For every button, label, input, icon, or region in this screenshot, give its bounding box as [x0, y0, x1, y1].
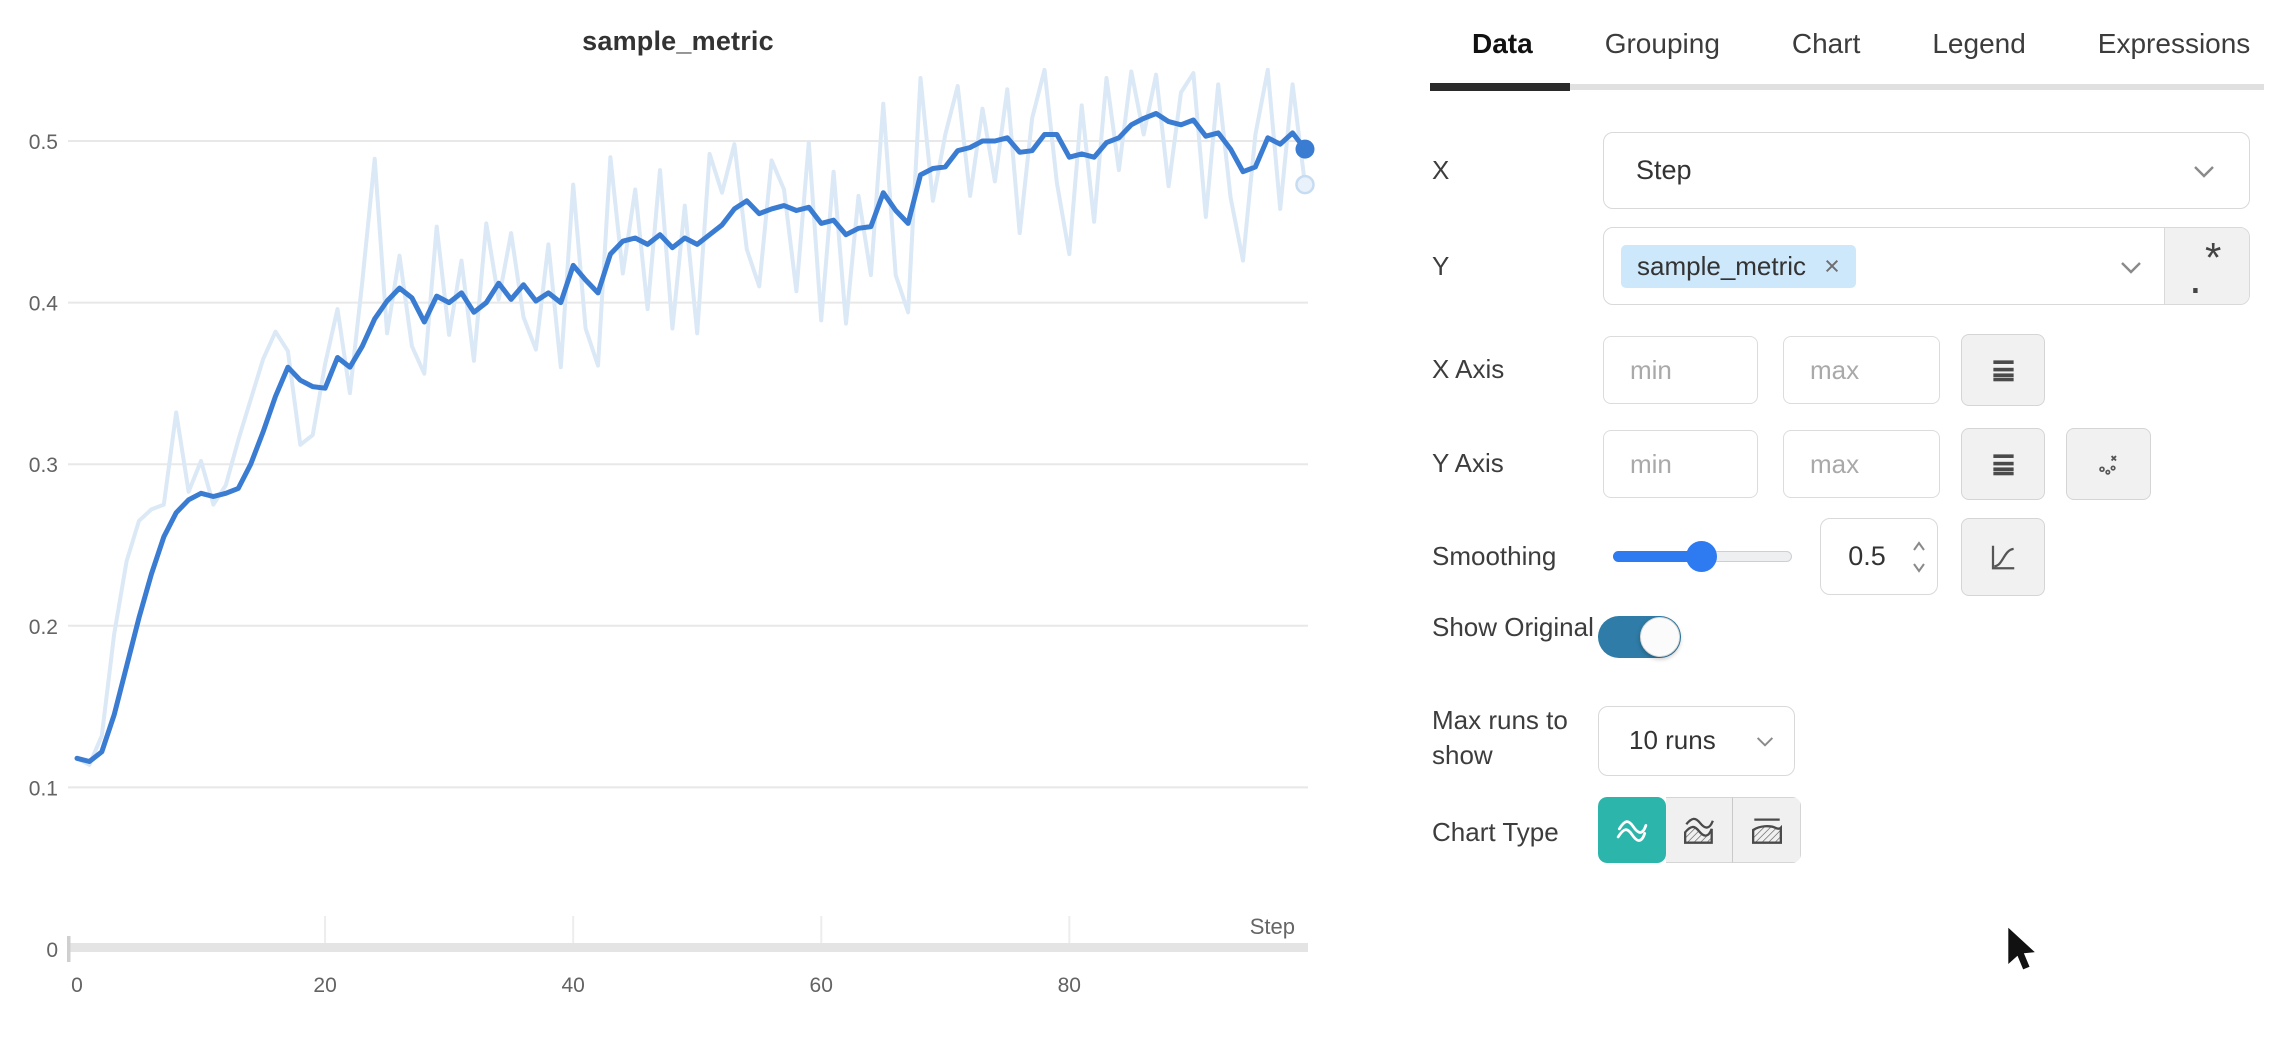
- chart-type-minmax-button[interactable]: [1733, 797, 1801, 863]
- x-metric-select[interactable]: Step: [1603, 132, 2250, 209]
- active-tab-indicator: [1430, 83, 1570, 91]
- toggle-knob: [1640, 617, 1680, 657]
- tab-chart[interactable]: Chart: [1791, 28, 1861, 59]
- y-axis-min-input[interactable]: [1603, 430, 1758, 498]
- log-scale-icon: [1992, 453, 2014, 475]
- y-metric-multiselect[interactable]: sample_metric × . *: [1603, 227, 2250, 305]
- svg-text:0.4: 0.4: [29, 293, 59, 316]
- y-axis-row-label: Y Axis: [1432, 448, 1504, 478]
- x-metric-selected-value: Step: [1636, 155, 1692, 185]
- show-original-toggle[interactable]: [1598, 616, 1681, 658]
- number-spinner-icon[interactable]: [1911, 536, 1927, 578]
- chart-type-line-button[interactable]: [1598, 797, 1666, 863]
- chevron-down-icon: [2194, 166, 2214, 178]
- x-axis-min-input[interactable]: [1603, 336, 1758, 404]
- y-metric-tag[interactable]: sample_metric ×: [1621, 245, 1856, 288]
- chart-type-segmented-control: [1598, 797, 1801, 863]
- smoothing-slider-fill: [1613, 551, 1709, 562]
- chart-title: sample_metric: [582, 26, 774, 56]
- chart-type-row-label: Chart Type: [1432, 817, 1559, 847]
- smoothing-value-input[interactable]: [1821, 519, 1913, 593]
- chart-type-area-button[interactable]: [1665, 797, 1734, 863]
- ignore-outliers-button[interactable]: [2066, 428, 2151, 500]
- x-axis-max-input[interactable]: [1783, 336, 1940, 404]
- log-scale-icon: [1992, 359, 2014, 381]
- panel-tabs: Data Grouping Chart Legend Expressions: [1430, 28, 2272, 78]
- svg-text:0: 0: [71, 974, 83, 997]
- svg-text:80: 80: [1058, 974, 1081, 997]
- show-original-row-label: Show Original: [1432, 612, 1594, 642]
- smoothing-type-button[interactable]: [1961, 518, 2045, 596]
- line-plot-icon: [1616, 820, 1648, 842]
- svg-text:40: 40: [561, 974, 584, 997]
- svg-text:0.5: 0.5: [29, 131, 58, 154]
- regex-toggle-button[interactable]: . *: [2164, 228, 2249, 304]
- x-axis-log-scale-button[interactable]: [1961, 334, 2045, 406]
- smoothing-slider-thumb[interactable]: [1686, 541, 1717, 572]
- svg-text:0.2: 0.2: [29, 616, 58, 639]
- x-axis-row-label: X Axis: [1432, 354, 1505, 384]
- tab-data[interactable]: Data: [1472, 28, 1533, 59]
- y-metric-tag-label: sample_metric: [1637, 251, 1807, 281]
- svg-text:0.1: 0.1: [29, 777, 58, 800]
- max-runs-selected-value: 10 runs: [1629, 725, 1716, 755]
- svg-text:0: 0: [46, 939, 58, 962]
- max-runs-select[interactable]: 10 runs: [1598, 706, 1795, 776]
- regex-icon: *: [2205, 234, 2222, 281]
- svg-text:Step: Step: [1250, 914, 1295, 939]
- remove-tag-icon[interactable]: ×: [1824, 251, 1840, 281]
- tab-underline-track: [1430, 84, 2264, 90]
- tab-expressions[interactable]: Expressions: [2097, 28, 2251, 59]
- y-row-label: Y: [1432, 251, 1450, 281]
- area-plot-icon: [1683, 817, 1714, 844]
- tab-legend[interactable]: Legend: [1932, 28, 2026, 59]
- max-runs-row-label: Max runs to show: [1432, 705, 1568, 770]
- svg-text:20: 20: [313, 974, 336, 997]
- chevron-down-icon: [2121, 262, 2141, 274]
- chevron-down-icon: [1756, 737, 1774, 747]
- smoothing-type-icon: [1991, 545, 2015, 570]
- percentile-plot-icon: [1751, 818, 1782, 844]
- svg-text:60: 60: [810, 974, 833, 997]
- smoothing-row-label: Smoothing: [1432, 541, 1557, 571]
- y-axis-log-scale-button[interactable]: [1961, 428, 2045, 500]
- smoothing-value-field: [1820, 518, 1938, 595]
- y-axis-max-input[interactable]: [1783, 430, 1940, 498]
- mouse-cursor: [2006, 926, 2039, 972]
- ignore-outliers-icon: [2098, 455, 2117, 475]
- x-row-label: X: [1432, 155, 1450, 185]
- svg-text:0.3: 0.3: [29, 454, 58, 477]
- metric-line-chart: 0 0.1 0.2 0.3 0.4 0.5 0 20 40 60 80 Step: [29, 67, 1315, 997]
- tab-grouping[interactable]: Grouping: [1604, 28, 1720, 59]
- regex-icon: .: [2189, 251, 2202, 303]
